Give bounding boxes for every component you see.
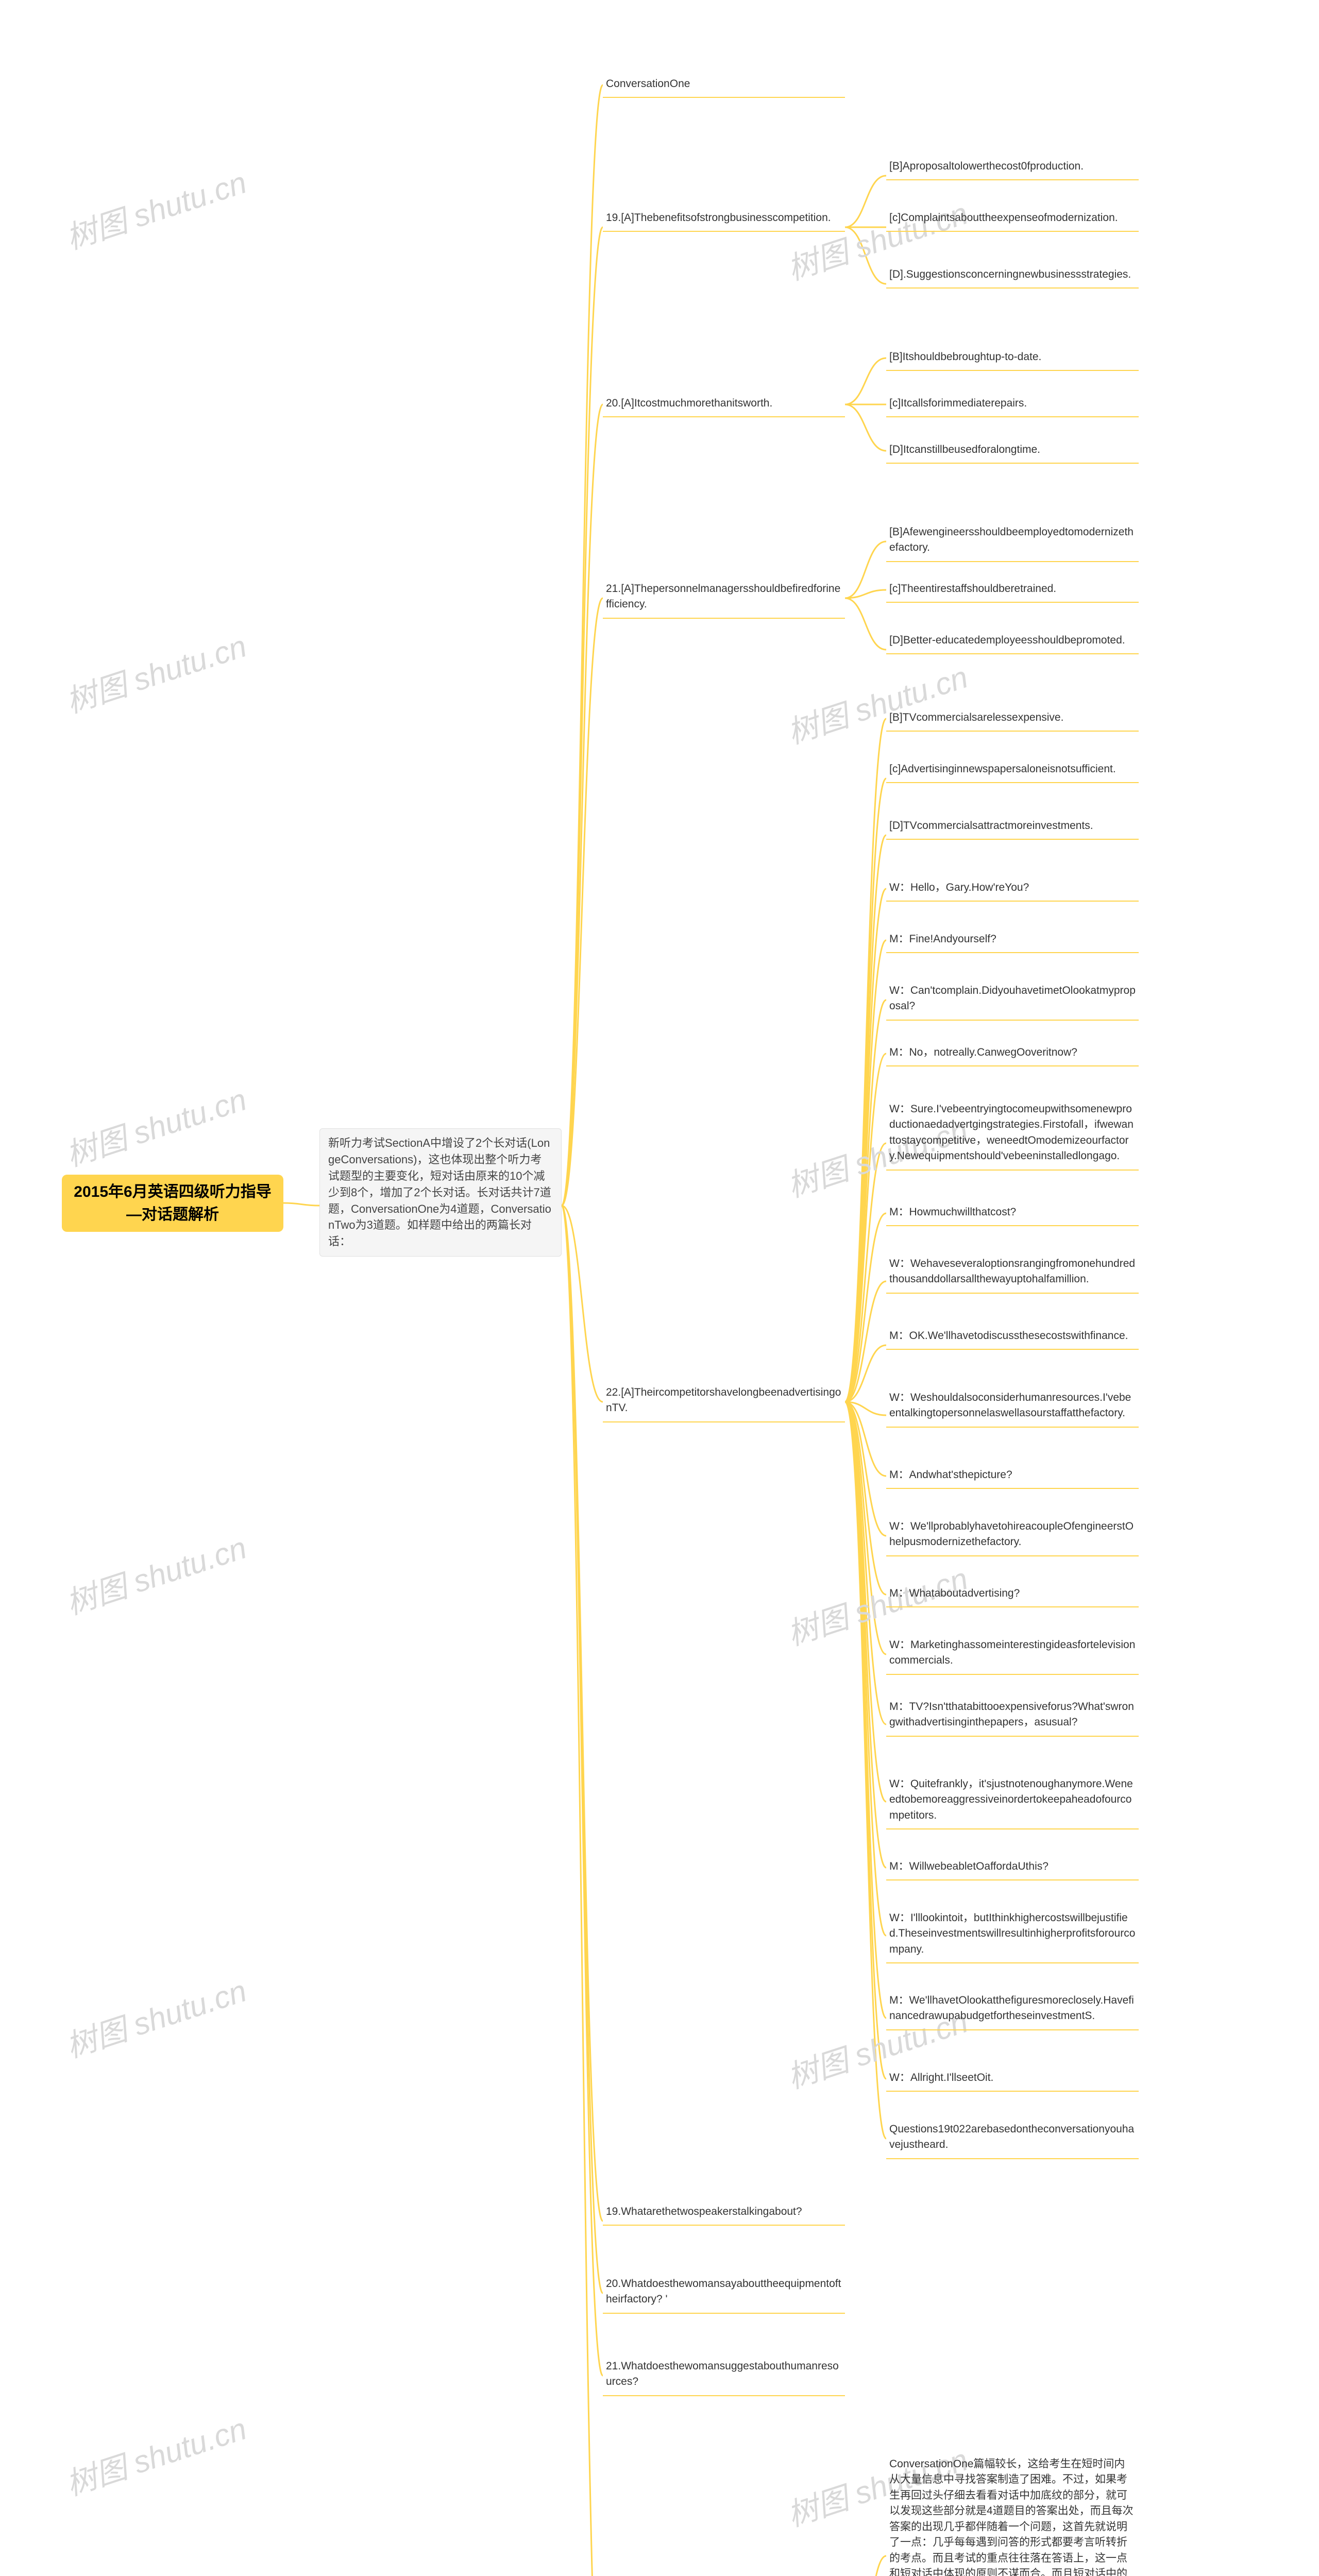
- branch-node[interactable]: 22.[A]Theircompetitorshavelongbeenadvert…: [603, 1381, 845, 1422]
- leaf-node[interactable]: W：Wehaveseveraloptionsrangingfromonehund…: [886, 1252, 1139, 1294]
- leaf-node[interactable]: [D].Suggestionsconcerningnewbusinessstra…: [886, 263, 1139, 289]
- leaf-node[interactable]: W：Weshouldalsoconsiderhumanresources.I'v…: [886, 1386, 1139, 1428]
- mindmap-canvas: 树图 shutu.cn 树图 shutu.cn 树图 shutu.cn 树图 shut…: [0, 0, 1319, 2576]
- leaf-node[interactable]: W：Hello，Gary.How'reYou?: [886, 876, 1139, 902]
- leaf-node[interactable]: M：No，notreally.CanwegOoveritnow?: [886, 1041, 1139, 1066]
- branch-node[interactable]: 20.[A]Itcostmuchmorethanitsworth.: [603, 392, 845, 417]
- watermark: 树图 shutu.cn: [59, 1523, 251, 1623]
- leaf-node[interactable]: M：Andwhat'sthepicture?: [886, 1463, 1139, 1489]
- branch-node[interactable]: 21.[A]Thepersonnelmanagersshouldbefiredf…: [603, 577, 845, 619]
- leaf-node[interactable]: W：Allright.I'llseetOit.: [886, 2066, 1139, 2092]
- leaf-node[interactable]: W：Quitefrankly，it'sjustnotenoughanymore.…: [886, 1772, 1139, 1829]
- leaf-node[interactable]: W：Can'tcomplain.DidyouhavetimetOlookatmy…: [886, 979, 1139, 1021]
- watermark: 树图 shutu.cn: [59, 2404, 251, 2504]
- watermark: 树图 shutu.cn: [59, 1966, 251, 2066]
- leaf-node[interactable]: ConversationOne篇幅较长，这给考生在短时间内从大量信息中寻找答案制…: [886, 2452, 1139, 2576]
- leaf-node[interactable]: M：Whataboutadvertising?: [886, 1582, 1139, 1607]
- leaf-node[interactable]: [D]Itcanstillbeusedforalongtime.: [886, 438, 1139, 464]
- leaf-node[interactable]: [D]TVcommercialsattractmoreinvestments.: [886, 814, 1139, 840]
- leaf-node[interactable]: M：OK.We'llhavetodiscussthesecostswithfin…: [886, 1324, 1139, 1350]
- branch-node[interactable]: 19.Whatarethetwospeakerstalkingabout?: [603, 2200, 845, 2226]
- leaf-node[interactable]: [B]Itshouldbebroughtup-to-date.: [886, 345, 1139, 371]
- leaf-node[interactable]: M：Howmuchwillthatcost?: [886, 1200, 1139, 1226]
- root-node[interactable]: 2015年6月英语四级听力指导—对话题解析: [62, 1175, 283, 1232]
- leaf-node[interactable]: W：Sure.I'vebeentryingtocomeupwithsomenew…: [886, 1097, 1139, 1171]
- leaf-node[interactable]: [c]Advertisinginnewspapersaloneisnotsuff…: [886, 757, 1139, 783]
- leaf-node[interactable]: M：TV?Isn'tthatabittooexpensiveforus?What…: [886, 1695, 1139, 1737]
- watermark: 树图 shutu.cn: [59, 621, 251, 722]
- leaf-node[interactable]: [c]Complaintsabouttheexpenseofmodernizat…: [886, 206, 1139, 232]
- watermark: 树图 shutu.cn: [59, 1075, 251, 1175]
- branch-node[interactable]: ConversationOne: [603, 72, 845, 98]
- intro-node[interactable]: 新听力考试SectionA中增设了2个长对话(LongeConversation…: [319, 1128, 562, 1257]
- leaf-node[interactable]: [B]Aproposaltolowerthecost0fproduction.: [886, 155, 1139, 180]
- branch-node[interactable]: 19.[A]Thebenefitsofstrongbusinesscompeti…: [603, 206, 845, 232]
- leaf-node[interactable]: W：We'llprobablyhavetohireacoupleOfengine…: [886, 1515, 1139, 1556]
- leaf-node[interactable]: W：I'lllookintoit，butIthinkhighercostswil…: [886, 1906, 1139, 1963]
- leaf-node[interactable]: M：WillwebeabletOaffordaUthis?: [886, 1855, 1139, 1880]
- branch-node[interactable]: 21.Whatdoesthewomansuggestabouthumanreso…: [603, 2354, 845, 2396]
- leaf-node[interactable]: Questions19t022arebasedontheconversation…: [886, 2117, 1139, 2159]
- leaf-node[interactable]: M：Fine!Andyourself?: [886, 927, 1139, 953]
- leaf-node[interactable]: W：Marketinghassomeinterestingideasfortel…: [886, 1633, 1139, 1675]
- watermark: 树图 shutu.cn: [781, 652, 973, 753]
- leaf-node[interactable]: [c]Theentirestaffshouldberetrained.: [886, 577, 1139, 603]
- leaf-node[interactable]: [D]Better-educatedemployeesshouldbepromo…: [886, 629, 1139, 654]
- leaf-node[interactable]: [B]TVcommercialsarelessexpensive.: [886, 706, 1139, 732]
- leaf-node[interactable]: M：We'llhavetOlookatthefiguresmoreclosely…: [886, 1989, 1139, 2030]
- leaf-node[interactable]: [B]Afewengineersshouldbeemployedtomodern…: [886, 520, 1139, 562]
- branch-node[interactable]: 20.Whatdoesthewomansayabouttheequipmento…: [603, 2272, 845, 2314]
- watermark: 树图 shutu.cn: [59, 158, 251, 258]
- leaf-node[interactable]: [c]Itcallsforimmediaterepairs.: [886, 392, 1139, 417]
